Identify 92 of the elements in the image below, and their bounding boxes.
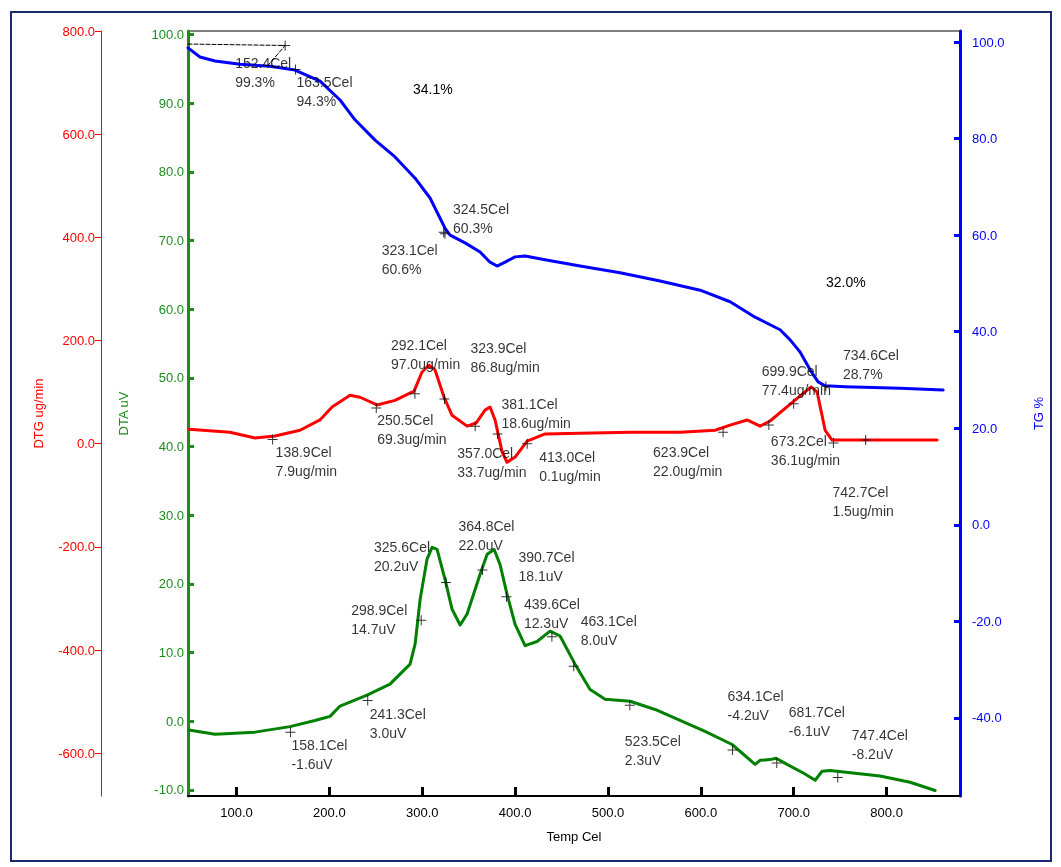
data-label: 439.6Cel 12.3uV <box>523 596 580 632</box>
point <box>470 421 481 432</box>
y-tick-label: 40.0 <box>158 438 184 454</box>
data-label: 298.9Cel 14.7uV <box>351 601 408 637</box>
y-tick-label: 50.0 <box>158 370 184 386</box>
data-label: 292.1Cel 97.0ug/min <box>390 337 461 373</box>
x-tick-label: 500.0 <box>591 805 625 820</box>
y-tick-label: 70.0 <box>158 232 184 248</box>
annotation: 32.0% <box>826 274 866 290</box>
data-label: 158.1Cel -1.6uV <box>291 736 348 772</box>
data-label: 747.4Cel -8.2uV <box>851 726 908 762</box>
point <box>501 591 512 602</box>
y3-tick-label: -200.0 <box>58 539 95 555</box>
data-label: 138.9Cel 7.9ug/min <box>275 444 338 480</box>
y3-tick-label: 200.0 <box>62 333 95 349</box>
x-tick-label: 200.0 <box>313 805 346 820</box>
point <box>568 661 579 672</box>
point <box>371 402 382 413</box>
y3-axis-title: DTG ug/min <box>31 378 46 449</box>
y2-tick-label: 20.0 <box>972 420 998 436</box>
point <box>546 631 557 642</box>
data-label: 463.1Cel 8.0uV <box>580 612 637 648</box>
y2-tick-label: 40.0 <box>972 324 998 340</box>
y-tick-label: 10.0 <box>158 644 184 660</box>
point <box>362 695 373 706</box>
y3-tick-label: -400.0 <box>58 642 95 658</box>
y3-tick-label: 600.0 <box>62 126 95 142</box>
data-label: 325.6Cel 20.2uV <box>374 538 431 574</box>
data-label: 634.1Cel -4.2uV <box>727 688 784 724</box>
point <box>828 437 839 448</box>
point <box>439 393 450 404</box>
data-label: 250.5Cel 69.3ug/min <box>377 412 447 448</box>
data-label: 742.7Cel 1.5ug/min <box>832 484 894 520</box>
data-label: 323.9Cel 86.8ug/min <box>470 340 540 376</box>
y2-tick-label: 100.0 <box>972 34 1005 50</box>
data-label: 324.5Cel 60.3% <box>452 201 510 237</box>
y-tick-label: -10.0 <box>154 782 184 798</box>
y-tick-label: 90.0 <box>158 95 184 111</box>
point <box>441 577 452 588</box>
y3-tick-label: 400.0 <box>62 229 95 245</box>
y-tick-label: 0.0 <box>165 713 184 729</box>
data-label: 673.2Cel 36.1ug/min <box>770 432 841 468</box>
point <box>832 772 843 783</box>
y3-tick-label: -600.0 <box>58 745 95 761</box>
point <box>285 727 296 738</box>
y-tick-label: 60.0 <box>158 301 184 317</box>
point <box>477 565 488 576</box>
point <box>763 420 774 431</box>
data-label: 241.3Cel 3.0uV <box>369 706 426 742</box>
point <box>416 615 427 626</box>
point <box>522 438 533 449</box>
point <box>624 700 635 711</box>
data-label: 381.1Cel 18.6ug/min <box>501 395 571 431</box>
y-tick-label: 100.0 <box>151 26 184 42</box>
y-tick-label: 80.0 <box>158 164 184 180</box>
y2-tick-label: -40.0 <box>972 710 1002 726</box>
y3-tick-label: 800.0 <box>62 23 95 39</box>
x-tick-label: 100.0 <box>220 805 253 820</box>
x-tick-label: 600.0 <box>684 805 718 820</box>
data-label: 413.0Cel 0.1ug/min <box>539 449 601 485</box>
data-label: 734.6Cel 28.7% <box>842 346 899 382</box>
point <box>718 427 729 438</box>
y2-tick-label: 0.0 <box>972 517 991 533</box>
point <box>267 434 278 445</box>
data-label: 323.1Cel 60.6% <box>381 241 438 277</box>
point <box>727 744 738 755</box>
x-tick-label: 700.0 <box>777 805 811 820</box>
y2-tick-label: -20.0 <box>972 613 1002 629</box>
y-tick-label: 20.0 <box>158 576 184 592</box>
data-label: 623.9Cel 22.0ug/min <box>653 443 723 479</box>
data-label: 390.7Cel 18.1uV <box>518 549 575 585</box>
y3-tick-label: 0.0 <box>76 436 95 452</box>
point <box>860 435 871 446</box>
y-tick-label: 30.0 <box>158 507 184 523</box>
x-tick-label: 300.0 <box>405 805 439 820</box>
point <box>771 758 782 769</box>
point <box>788 398 799 409</box>
x-axis-title: Temp Cel <box>546 829 602 844</box>
data-label: 523.5Cel 2.3uV <box>624 732 681 768</box>
y2-tick-label: 80.0 <box>972 131 998 147</box>
data-label: 364.8Cel 22.0uV <box>458 517 515 553</box>
x-tick-label: 400.0 <box>498 805 532 820</box>
y2-tick-label: 60.0 <box>972 227 998 243</box>
point <box>492 429 503 440</box>
point <box>280 40 291 51</box>
y2-axis-title: TG % <box>1031 396 1046 431</box>
annotation: 34.1% <box>413 81 453 97</box>
point <box>290 64 301 75</box>
point <box>409 388 420 399</box>
y-axis-title: DTA uV <box>116 391 131 436</box>
x-tick-label: 800.0 <box>870 805 903 820</box>
data-label: 681.7Cel -6.1uV <box>788 703 845 739</box>
